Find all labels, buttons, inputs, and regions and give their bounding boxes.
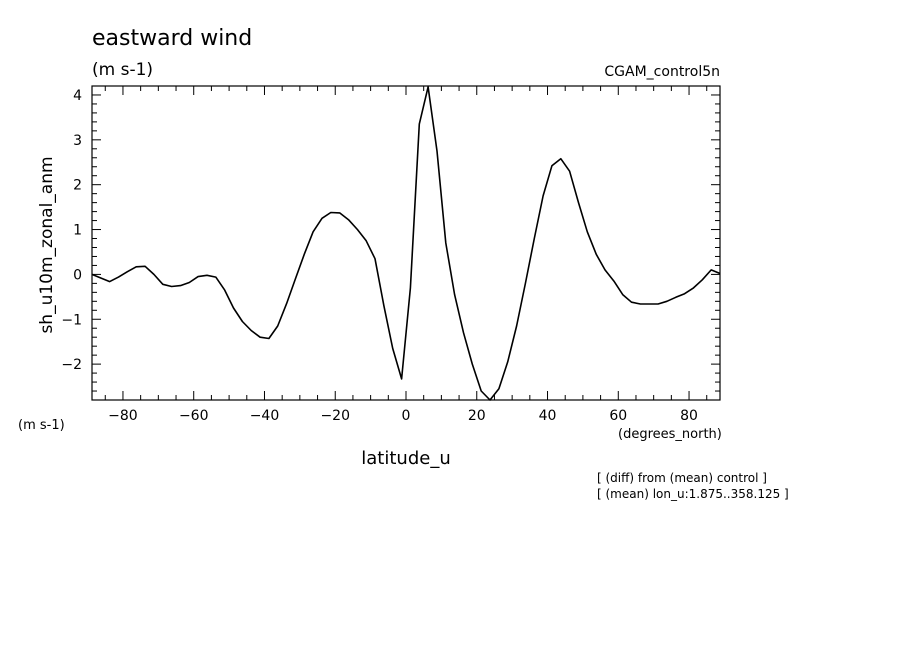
y-tick-labels: −2 −1 0 1 2 3 4 bbox=[61, 88, 82, 373]
series-lines bbox=[91, 86, 721, 401]
note-line-2: [ (mean) lon_u:1.875..358.125 ] bbox=[597, 487, 789, 501]
y-axis-units: (m s-1) bbox=[18, 418, 65, 433]
y-tick-label: −2 bbox=[61, 357, 82, 373]
y-tick-label: 0 bbox=[73, 267, 82, 283]
y-tick-label: 3 bbox=[73, 133, 82, 149]
x-tick-label: −40 bbox=[250, 408, 280, 424]
y-tick-label: 2 bbox=[73, 178, 82, 194]
x-tick-label: 80 bbox=[680, 408, 698, 424]
x-tick-label: 40 bbox=[539, 408, 557, 424]
plot-frame bbox=[91, 85, 721, 401]
x-tick-label: −20 bbox=[320, 408, 350, 424]
x-axis-units: (degrees_north) bbox=[618, 427, 722, 442]
chart-units: (m s-1) bbox=[92, 60, 153, 80]
note-line-1: [ (diff) from (mean) control ] bbox=[597, 471, 767, 485]
y-axis-label: sh_u10m_zonal_anm bbox=[37, 156, 57, 333]
x-tick-label: 60 bbox=[609, 408, 627, 424]
x-tick-labels: −80 −60 −40 −20 0 20 40 60 80 bbox=[108, 408, 698, 424]
y-tick-label: −1 bbox=[61, 312, 82, 328]
ticks bbox=[92, 85, 720, 400]
chart-title: eastward wind bbox=[92, 26, 252, 51]
x-tick-label: −80 bbox=[108, 408, 138, 424]
series-line bbox=[91, 86, 721, 401]
x-tick-label: 0 bbox=[402, 408, 411, 424]
x-axis-label: latitude_u bbox=[361, 448, 450, 469]
x-tick-label: 20 bbox=[468, 408, 486, 424]
y-tick-label: 1 bbox=[73, 223, 82, 239]
experiment-label: CGAM_control5n bbox=[604, 64, 720, 80]
y-tick-label: 4 bbox=[73, 88, 82, 104]
x-tick-label: −60 bbox=[179, 408, 209, 424]
